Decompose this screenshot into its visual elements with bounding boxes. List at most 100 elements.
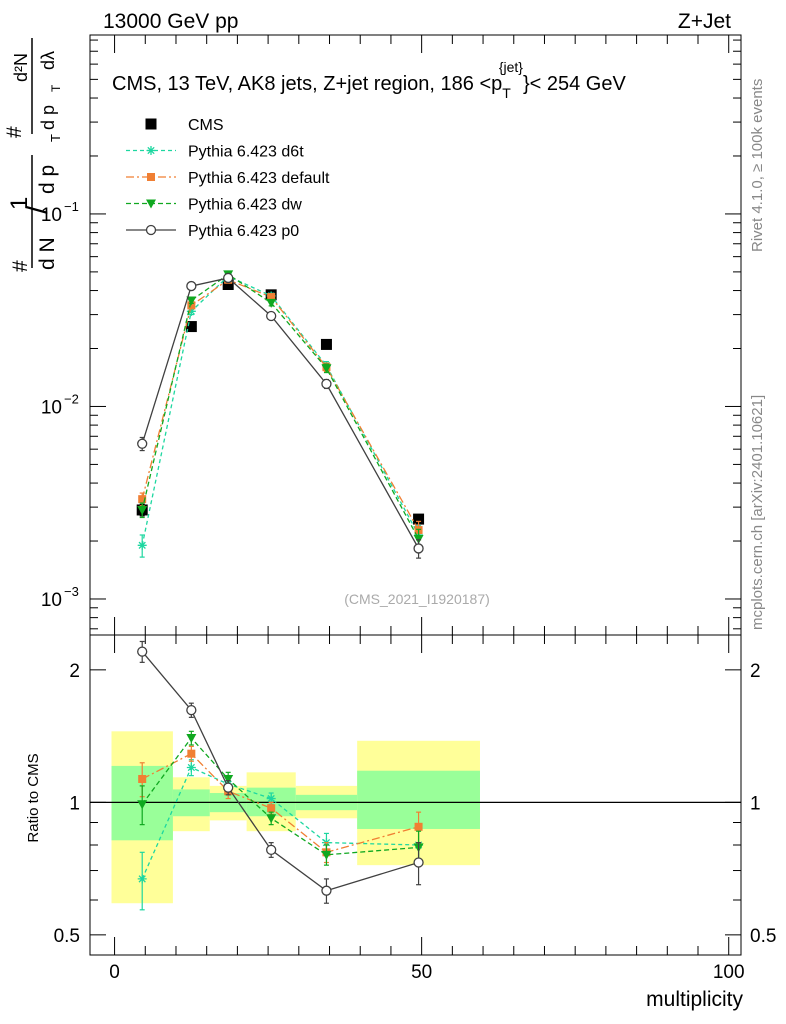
- analysis-watermark: (CMS_2021_I1920187): [344, 591, 490, 607]
- ratio-point-pythia-6-423-p0: [137, 646, 148, 657]
- legend-marker: [145, 118, 157, 130]
- process-label: Z+Jet: [678, 10, 731, 33]
- ratio-point-pythia-6-423-default: [267, 804, 276, 813]
- main-line-pythia-6-423-d6t: [141, 275, 420, 546]
- y-tick-label: 10: [41, 205, 62, 226]
- main-point-pythia-6-423-p0: [137, 438, 148, 449]
- ratio-point-pythia-6-423-default: [414, 822, 423, 831]
- x-tick-label: 100: [713, 962, 745, 983]
- main-point-pythia-6-423-p0: [223, 272, 234, 284]
- ratio-point-pythia-6-423-p0: [223, 782, 234, 793]
- mcplots-label: mcplots.cern.ch [arXiv:2401.10621]: [749, 395, 766, 630]
- y-tick-label-exponent: −3: [64, 584, 79, 599]
- main-series-pythia-6-423-default: [138, 275, 423, 541]
- legend-entry: Pythia 6.423 d6t: [126, 144, 304, 161]
- main-point-pythia-6-423-p0: [321, 378, 332, 390]
- main-point-pythia-6-423-p0: [413, 543, 424, 554]
- main-point-pythia-6-423-default: [267, 293, 276, 302]
- ratio-y-tick-label: 1: [69, 793, 80, 814]
- ylabel-d2n: d²N: [11, 53, 31, 82]
- rivet-label: Rivet 4.1.0, ≥ 100k events: [749, 79, 766, 252]
- main-ylabel: # 1 d N / d p T # d²N d p T dλ: [3, 38, 63, 272]
- legend-marker: [145, 224, 157, 236]
- legend-entry: Pythia 6.423 dw: [126, 197, 302, 214]
- x-tick-label: 0: [109, 962, 120, 983]
- ylabel-dp: d p: [36, 165, 59, 194]
- main-point-pythia-6-423-p0: [186, 280, 197, 292]
- ylabel-dlambda: dλ: [38, 51, 58, 70]
- ratio-point-pythia-6-423-dw: [137, 800, 148, 810]
- main-point-cms: [320, 338, 332, 350]
- ylabel-dpt: d p: [38, 105, 58, 130]
- ratio-line-pythia-6-423-default: [141, 752, 419, 854]
- legend-label: Pythia 6.423 default: [188, 170, 330, 187]
- main-point-cms: [185, 321, 197, 333]
- legend-marker: [146, 199, 156, 209]
- main-line-pythia-6-423-dw: [141, 273, 420, 540]
- main-series-pythia-6-423-dw: [137, 270, 424, 551]
- ratio-y-tick-label-right: 0.5: [750, 926, 776, 947]
- y-tick-label: 10: [41, 590, 62, 611]
- ratio-point-pythia-6-423-d6t: [186, 763, 196, 773]
- main-series-cms: [136, 279, 425, 525]
- ratio-line-pythia-6-423-d6t: [141, 766, 419, 880]
- ratio-point-pythia-6-423-p0: [266, 844, 277, 856]
- ratio-point-pythia-6-423-dw: [321, 850, 332, 860]
- ratio-point-pythia-6-423-default: [138, 774, 147, 783]
- ratio-point-pythia-6-423-d6t: [266, 794, 276, 804]
- main-point-pythia-6-423-default: [138, 495, 147, 504]
- ylabel-slash: /: [21, 205, 54, 214]
- main-point-pythia-6-423-dw: [186, 296, 197, 306]
- ratio-ylabel: Ratio to CMS: [25, 753, 42, 842]
- legend-entry: CMS: [145, 117, 224, 134]
- legend-label: Pythia 6.423 p0: [188, 223, 299, 240]
- ylabel-t: T: [48, 134, 63, 142]
- legend-label: CMS: [188, 117, 224, 134]
- main-point-cms: [222, 279, 234, 291]
- ylabel-t2: T: [49, 84, 63, 92]
- ratio-y-tick-label: 0.5: [54, 926, 80, 947]
- y-tick-label-exponent: −1: [64, 199, 79, 214]
- main-series-pythia-6-423-p0: [137, 272, 424, 559]
- legend-marker: [146, 146, 156, 155]
- chart-title: CMS, 13 TeV, AK8 jets, Z+jet region, 186…: [112, 59, 626, 101]
- x-tick-label: 50: [411, 962, 432, 983]
- ratio-point-pythia-6-423-d6t: [137, 874, 147, 884]
- ratio-point-pythia-6-423-default: [187, 749, 196, 758]
- x-axis-label: multiplicity: [646, 988, 743, 1011]
- ratio-series-pythia-6-423-p0: [137, 640, 424, 904]
- ratio-y-tick-label: 2: [69, 661, 80, 682]
- ratio-series-pythia-6-423-dw: [137, 730, 424, 866]
- legend-entry: Pythia 6.423 p0: [126, 223, 299, 240]
- ratio-point-pythia-6-423-dw: [186, 734, 197, 744]
- main-point-pythia-6-423-dw: [137, 505, 148, 515]
- main-point-pythia-6-423-d6t: [137, 540, 147, 550]
- ylabel-one: 1: [6, 197, 33, 210]
- ratio-point-pythia-6-423-p0: [413, 857, 424, 868]
- main-line-pythia-6-423-default: [141, 279, 420, 531]
- main-point-pythia-6-423-dw: [321, 364, 332, 374]
- legend-marker: [147, 173, 155, 181]
- legend-label: Pythia 6.423 d6t: [188, 144, 304, 161]
- y-tick-label: 10: [41, 397, 62, 418]
- main-point-pythia-6-423-p0: [266, 310, 277, 322]
- main-series-pythia-6-423-d6t: [137, 271, 424, 558]
- main-line-pythia-6-423-p0: [141, 277, 420, 549]
- legend-label: Pythia 6.423 dw: [188, 197, 302, 214]
- ratio-frame: [89, 634, 742, 956]
- energy-label: 13000 GeV pp: [103, 10, 238, 33]
- ylabel-hash-a: #: [9, 260, 32, 272]
- main-point-cms: [413, 513, 425, 525]
- main-point-pythia-6-423-d6t: [186, 306, 196, 316]
- y-tick-label-exponent: −2: [64, 391, 79, 406]
- ratio-panel: 0.5 0.5 1 1 2 2 0 50 100: [54, 635, 776, 983]
- main-panel: 10−110−210−3: [41, 35, 741, 635]
- ratio-line-pythia-6-423-dw: [141, 736, 419, 856]
- legend: CMS Pythia 6.423 d6t Pythia 6.423 default P…: [126, 117, 330, 240]
- ratio-point-pythia-6-423-p0: [321, 885, 332, 896]
- ratio-point-pythia-6-423-p0: [186, 704, 197, 716]
- ratio-line-pythia-6-423-p0: [141, 651, 419, 892]
- ylabel-hash-b: #: [3, 126, 26, 138]
- ratio-point-pythia-6-423-dw: [266, 814, 277, 824]
